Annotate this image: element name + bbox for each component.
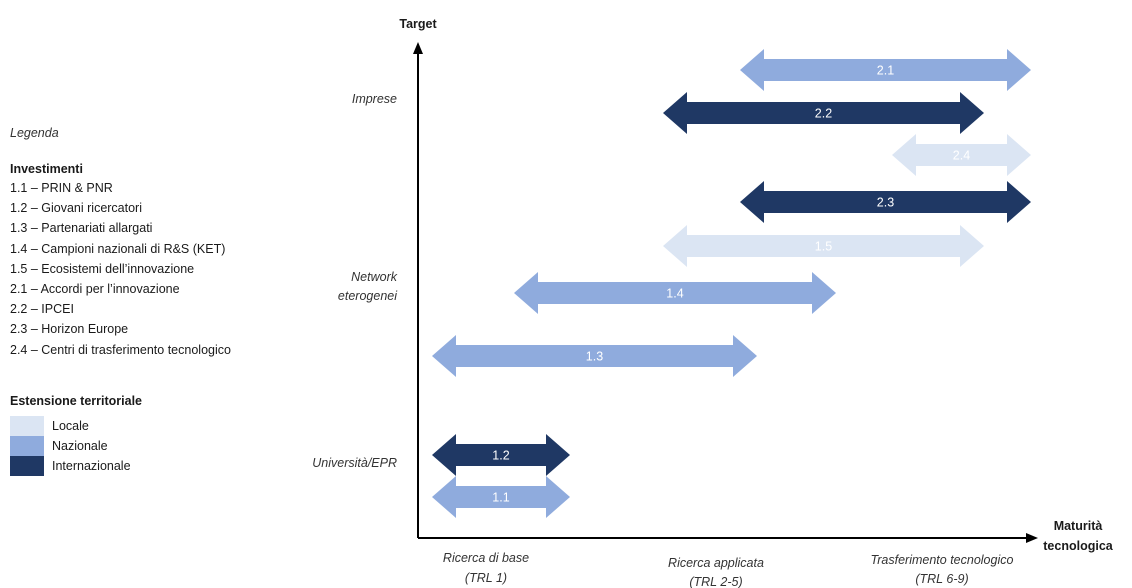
arrow-shape bbox=[740, 49, 1031, 91]
y-category-label: eterogenei bbox=[338, 289, 398, 303]
arrow-1-5: 1.5 bbox=[663, 225, 984, 267]
x-category-applicata: Ricerca applicata (TRL 2-5) bbox=[668, 556, 764, 588]
arrow-label: 2.2 bbox=[815, 107, 832, 121]
extension-label: Internazionale bbox=[52, 458, 131, 473]
swatch-internazionale bbox=[10, 455, 44, 476]
arrow-shape bbox=[892, 134, 1031, 176]
extension-label: Nazionale bbox=[52, 438, 108, 453]
arrow-1-1: 1.1 bbox=[432, 476, 570, 518]
x-axis-arrowhead bbox=[1026, 533, 1038, 543]
arrow-shape bbox=[432, 434, 570, 476]
swatch-nazionale bbox=[10, 435, 44, 456]
arrow-label: 2.4 bbox=[953, 149, 970, 163]
arrow-label: 2.1 bbox=[877, 64, 894, 78]
x-category-label: Ricerca applicata bbox=[668, 556, 764, 570]
x-category-base: Ricerca di base (TRL 1) bbox=[443, 551, 529, 585]
investment-item: 1.2 – Giovani ricercatori bbox=[10, 201, 143, 216]
x-category-label: Ricerca di base bbox=[443, 551, 529, 565]
extension-item-nazionale: Nazionale bbox=[10, 435, 231, 456]
investment-item: 2.2 – IPCEI bbox=[10, 302, 74, 317]
y-axis-arrowhead bbox=[413, 42, 423, 54]
arrow-2-1: 2.1 bbox=[740, 49, 1031, 91]
arrow-2-2: 2.2 bbox=[663, 92, 984, 134]
legend: Legenda Investimenti 1.1 – PRIN & PNR 1.… bbox=[10, 126, 231, 476]
investment-item: 2.1 – Accordi per l’innovazione bbox=[10, 282, 180, 297]
arrow-shape bbox=[663, 225, 984, 267]
x-category-label: (TRL 2-5) bbox=[689, 575, 742, 588]
y-axis-title: Target bbox=[399, 17, 437, 31]
extension-heading: Estensione territoriale bbox=[10, 393, 142, 408]
arrow-shape bbox=[663, 92, 984, 134]
investments-list: 1.1 – PRIN & PNR 1.2 – Giovani ricercato… bbox=[10, 178, 231, 360]
y-category-imprese: Imprese bbox=[352, 92, 397, 106]
arrow-shape bbox=[514, 272, 836, 314]
x-category-trasferimento: Trasferimento tecnologico (TRL 6-9) bbox=[871, 553, 1014, 586]
arrow-label: 1.2 bbox=[492, 449, 509, 463]
extension-item-locale: Locale bbox=[10, 415, 231, 436]
investment-item: 2.4 – Centri di trasferimento tecnologic… bbox=[10, 342, 231, 357]
arrow-shape bbox=[432, 476, 570, 518]
arrow-1-2: 1.2 bbox=[432, 434, 570, 476]
investments-heading: Investimenti bbox=[10, 162, 83, 176]
y-category-label: Imprese bbox=[352, 92, 397, 106]
axes bbox=[413, 42, 1038, 543]
investment-arrows: 2.1 2.2 2.4 2.3 1.5 1.4 1.3 1.2 1.1 bbox=[432, 49, 1031, 518]
arrow-label: 1.5 bbox=[815, 240, 832, 254]
swatch-locale bbox=[10, 415, 44, 436]
x-category-label: (TRL 6-9) bbox=[915, 572, 968, 586]
extension-item-internazionale: Internazionale bbox=[10, 455, 231, 476]
x-axis-title-line1: Maturità bbox=[1054, 519, 1103, 533]
arrow-2-4: 2.4 bbox=[892, 134, 1031, 176]
y-category-universita: Università/EPR bbox=[312, 456, 397, 470]
arrow-1-4: 1.4 bbox=[514, 272, 836, 314]
arrow-shape bbox=[432, 335, 757, 377]
arrow-2-3: 2.3 bbox=[740, 181, 1031, 223]
x-category-label: (TRL 1) bbox=[465, 571, 507, 585]
arrow-1-3: 1.3 bbox=[432, 335, 757, 377]
investment-item: 2.3 – Horizon Europe bbox=[10, 322, 129, 337]
arrow-label: 1.4 bbox=[666, 287, 683, 301]
investment-item: 1.1 – PRIN & PNR bbox=[10, 181, 113, 195]
x-axis-title-line2: tecnologica bbox=[1043, 539, 1114, 553]
arrow-label: 1.1 bbox=[492, 491, 509, 505]
investment-item: 1.5 – Ecosistemi dell’innovazione bbox=[10, 261, 195, 276]
x-category-label: Trasferimento tecnologico bbox=[871, 553, 1014, 567]
arrow-shape bbox=[740, 181, 1031, 223]
y-category-label: Università/EPR bbox=[312, 456, 397, 470]
legend-title: Legenda bbox=[10, 126, 59, 140]
y-category-network: Network eterogenei bbox=[338, 270, 398, 303]
investment-item: 1.4 – Campioni nazionali di R&S (KET) bbox=[10, 241, 226, 256]
y-category-label: Network bbox=[351, 270, 398, 284]
extension-label: Locale bbox=[52, 418, 89, 433]
arrow-label: 2.3 bbox=[877, 196, 894, 210]
investment-item: 1.3 – Partenariati allargati bbox=[10, 221, 153, 236]
arrow-label: 1.3 bbox=[586, 350, 603, 364]
